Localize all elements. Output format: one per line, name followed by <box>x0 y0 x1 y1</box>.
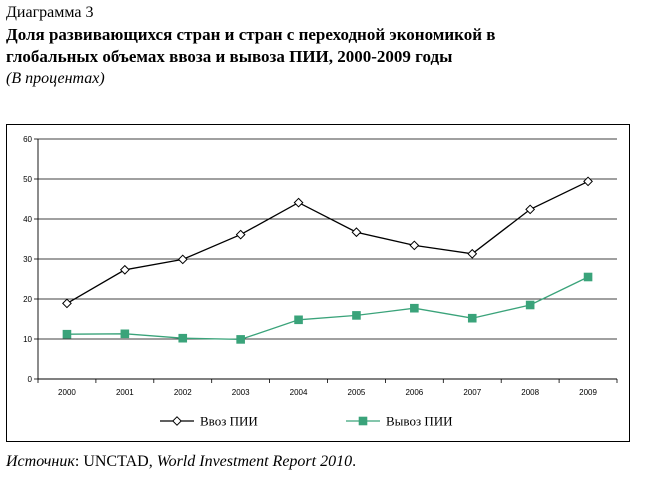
y-tick-label: 20 <box>23 295 32 304</box>
y-tick-label: 30 <box>23 255 32 264</box>
x-tick-label: 2007 <box>463 388 481 397</box>
chart-frame: 0 10 20 30 40 50 60 2000 2001 2002 2003 2004 2005 200… <box>6 124 630 442</box>
inflow-point <box>235 229 246 240</box>
inflow-point <box>177 254 188 265</box>
outflow-point <box>236 335 245 344</box>
series-line-outflow <box>66 276 589 341</box>
inflow-point <box>293 197 304 208</box>
x-tick-label: 2005 <box>348 388 366 397</box>
outflow-point <box>294 315 303 325</box>
inflow-point <box>583 176 593 187</box>
legend-marker-inflow <box>172 416 182 426</box>
x-tick-label: 2008 <box>521 388 539 397</box>
units-subtitle: (В процентах) <box>6 70 105 87</box>
inflow-point <box>467 248 478 259</box>
chart-title: Доля развивающихся стран и стран с перех… <box>6 24 656 68</box>
inflow-point <box>351 227 362 238</box>
source-colon: : <box>74 453 84 470</box>
x-tick-label: 2009 <box>579 388 597 397</box>
outflow-point <box>120 329 130 339</box>
source-report: World Investment Report 2010 <box>156 453 353 470</box>
y-tick-label: 50 <box>23 175 32 184</box>
outflow-point <box>583 272 593 282</box>
chart-title-line-2: глобальных объемах ввоза и вывоза ПИИ, 2… <box>6 47 453 66</box>
source-prefix: Источник <box>6 453 75 470</box>
y-tick-label: 0 <box>28 375 33 384</box>
outflow-point <box>525 300 535 310</box>
chart-title-line-1: Доля развивающихся стран и стран с перех… <box>6 25 496 44</box>
x-tick-label: 2000 <box>58 388 76 397</box>
legend-marker-outflow <box>358 416 368 426</box>
outflow-point <box>352 311 361 320</box>
y-tick-label: 40 <box>23 215 32 224</box>
outflow-point <box>467 313 477 323</box>
x-tick-label: 2002 <box>174 388 192 397</box>
outflow-point <box>410 303 419 313</box>
inflow-point <box>409 240 420 251</box>
x-tick-label: 2006 <box>405 388 423 397</box>
series-line-inflow <box>66 180 589 304</box>
line-chart: 0 10 20 30 40 50 60 2000 2001 2002 2003 2004 2005 200… <box>23 135 618 429</box>
source-org: UNCTAD, <box>83 453 157 470</box>
legend-label-outflow: Вывоз ПИИ <box>386 414 453 429</box>
chart-header: Диаграмма 3 Доля развивающихся стран и с… <box>6 2 656 89</box>
y-tick-label: 60 <box>23 135 32 144</box>
source-note: Источник: UNCTAD, World Investment Repor… <box>6 452 356 472</box>
x-tick-label: 2003 <box>232 388 250 397</box>
figure-label: Диаграмма 3 <box>6 4 94 21</box>
inflow-point <box>119 264 130 275</box>
x-tick-label: 2001 <box>116 388 134 397</box>
source-end: . <box>352 453 357 470</box>
outflow-point <box>178 333 188 343</box>
inflow-point <box>525 204 536 215</box>
outflow-point <box>62 329 72 339</box>
legend-label-inflow: Ввоз ПИИ <box>200 414 258 429</box>
y-tick-label: 10 <box>23 335 32 344</box>
x-tick-label: 2004 <box>290 388 308 397</box>
inflow-point <box>62 298 72 309</box>
